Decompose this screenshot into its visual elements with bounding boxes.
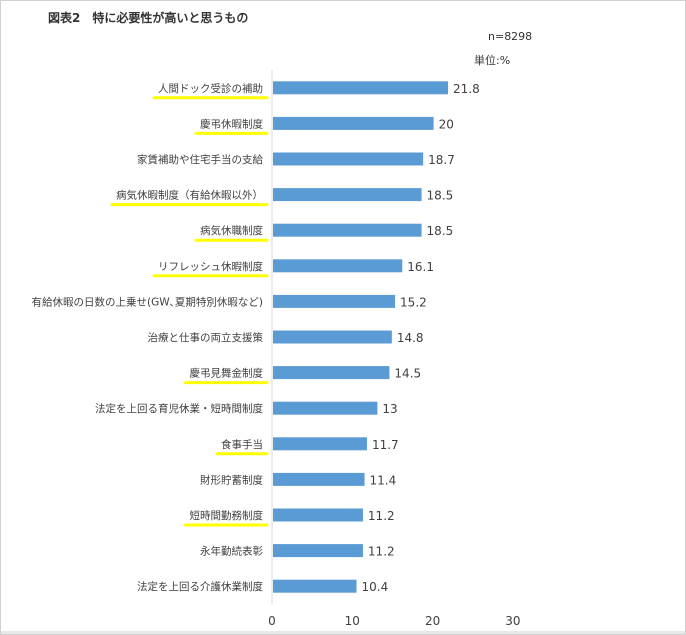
data-label: 18.5 (427, 189, 454, 203)
category-label: 慶弔休暇制度 (200, 117, 263, 130)
data-label: 21.8 (453, 82, 480, 96)
bar (273, 223, 422, 237)
data-label: 20 (439, 117, 454, 131)
data-label: 15.2 (400, 295, 427, 309)
data-label: 18.5 (427, 224, 454, 238)
bar (273, 152, 424, 166)
category-label: 短時間勤務制度 (190, 509, 264, 522)
bar (273, 116, 434, 130)
category-label: リフレッシュ休暇制度 (158, 260, 263, 273)
category-label: 永年勤続表彰 (200, 545, 263, 558)
category-label: 有給休暇の日数の上乗せ(GW､夏期特別休暇など) (32, 295, 263, 308)
data-label: 14.5 (394, 367, 421, 381)
data-label: 18.7 (428, 153, 455, 167)
category-label: 財形貯蓄制度 (200, 473, 263, 486)
data-label: 11.2 (368, 509, 395, 523)
category-label: 病気休職制度 (200, 224, 263, 237)
x-tick-label: 30 (505, 614, 520, 628)
data-label: 11.2 (368, 545, 395, 559)
bar (273, 579, 357, 593)
category-label: 法定を上回る介護休業制度 (137, 580, 263, 593)
bar (273, 508, 363, 522)
sample-size: n=8298 (488, 30, 533, 43)
category-label: 慶弔見舞金制度 (190, 367, 264, 380)
data-label: 13 (382, 402, 397, 416)
chart-title: 図表2 特に必要性が高いと思うもの (48, 11, 249, 25)
bar (273, 259, 403, 273)
unit-label: 単位:% (474, 54, 511, 67)
data-label: 11.4 (370, 473, 397, 487)
data-label: 11.7 (372, 438, 399, 452)
bar (273, 366, 390, 380)
x-tick-label: 10 (345, 614, 360, 628)
data-label: 14.8 (397, 331, 424, 345)
x-tick-label: 20 (425, 614, 440, 628)
bar (273, 472, 365, 486)
category-label: 家賃補助や住宅手当の支給 (137, 153, 263, 166)
data-label: 16.1 (407, 260, 434, 274)
bar (273, 81, 449, 95)
bar (273, 188, 422, 202)
bar (273, 437, 367, 451)
category-label: 病気休暇制度（有給休暇以外） (116, 189, 263, 202)
category-label: 人間ドック受診の補助 (158, 82, 263, 95)
x-tick-label: 0 (268, 614, 276, 628)
bar (273, 294, 396, 308)
data-label: 10.4 (362, 580, 389, 594)
bar (273, 544, 363, 558)
bar (273, 330, 392, 344)
category-label: 治療と仕事の両立支援策 (148, 331, 264, 344)
category-label: 食事手当 (221, 438, 263, 451)
category-label: 法定を上回る育児休業・短時間制度 (95, 402, 263, 415)
bar (273, 401, 378, 415)
